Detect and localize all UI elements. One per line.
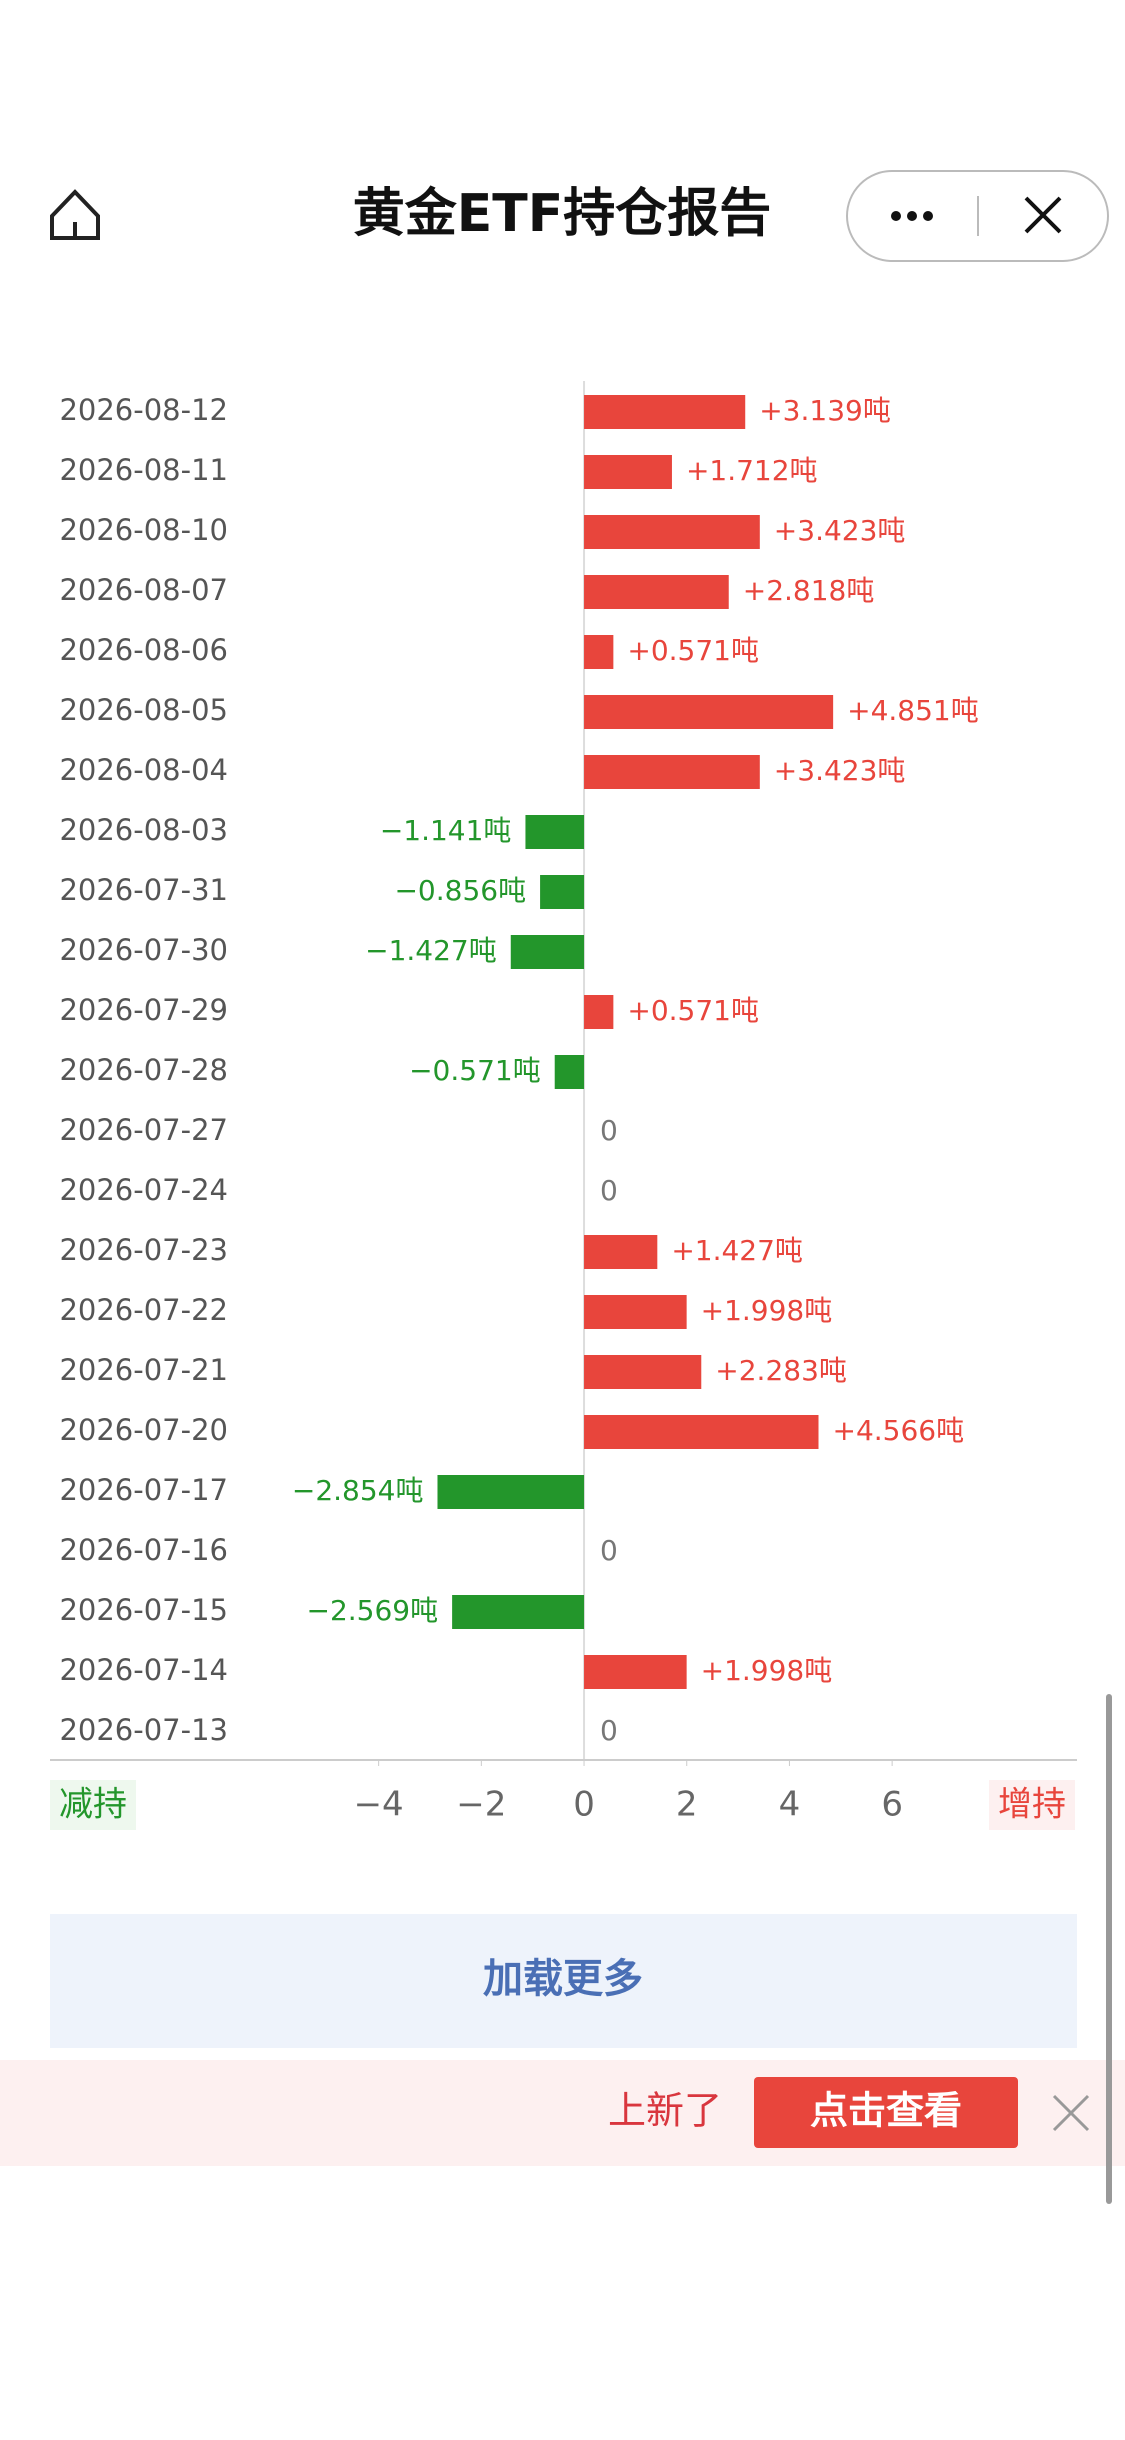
x-tick-label: 6 bbox=[881, 1785, 903, 1825]
y-tick-label: 2026-07-14 bbox=[59, 1653, 228, 1687]
banner-text: 上新了 bbox=[608, 2089, 722, 2133]
home-icon[interactable] bbox=[50, 189, 100, 240]
load-more-button[interactable] bbox=[50, 1914, 1077, 2048]
y-tick-label: 2026-08-12 bbox=[59, 393, 228, 427]
value-label: +2.818吨 bbox=[743, 574, 875, 607]
value-label: +1.998吨 bbox=[701, 1654, 833, 1687]
left-label-bg bbox=[50, 1780, 136, 1830]
bar bbox=[452, 1595, 585, 1629]
bar bbox=[525, 815, 585, 849]
y-tick-label: 2026-07-17 bbox=[59, 1473, 228, 1507]
value-label: +2.283吨 bbox=[715, 1354, 847, 1387]
y-tick-label: 2026-07-20 bbox=[59, 1413, 228, 1447]
x-tick-label: 0 bbox=[573, 1785, 595, 1825]
bar bbox=[584, 1415, 819, 1449]
value-label: −2.569吨 bbox=[306, 1594, 438, 1627]
value-label: +1.998吨 bbox=[701, 1294, 833, 1327]
value-label: −0.571吨 bbox=[409, 1054, 541, 1087]
value-label: +4.566吨 bbox=[833, 1414, 965, 1447]
view-button[interactable] bbox=[754, 2077, 1018, 2148]
value-label: 0 bbox=[600, 1174, 618, 1207]
x-tick-label: −2 bbox=[456, 1785, 506, 1825]
bar bbox=[584, 1655, 687, 1689]
view-button-text: 点击查看 bbox=[810, 2089, 962, 2133]
value-label: 0 bbox=[600, 1714, 618, 1747]
value-label: 0 bbox=[600, 1114, 618, 1147]
y-tick-label: 2026-07-24 bbox=[59, 1173, 228, 1207]
y-tick-label: 2026-07-29 bbox=[59, 993, 228, 1027]
page-title: 黄金ETF持仓报告 bbox=[353, 184, 772, 244]
bar bbox=[584, 1235, 658, 1269]
left-label: 减持 bbox=[59, 1785, 127, 1825]
y-tick-label: 2026-07-28 bbox=[59, 1053, 228, 1087]
bar bbox=[584, 695, 834, 729]
y-tick-label: 2026-07-16 bbox=[59, 1533, 228, 1567]
value-label: +3.423吨 bbox=[774, 754, 906, 787]
bar bbox=[584, 1355, 702, 1389]
value-label: −1.427吨 bbox=[365, 934, 497, 967]
y-tick-label: 2026-07-31 bbox=[59, 873, 228, 907]
y-tick-label: 2026-07-13 bbox=[59, 1713, 228, 1747]
y-tick-label: 2026-08-03 bbox=[59, 813, 228, 847]
y-tick-label: 2026-08-07 bbox=[59, 573, 228, 607]
bar bbox=[584, 995, 614, 1029]
x-tick-label: 4 bbox=[779, 1785, 801, 1825]
y-tick-label: 2026-08-11 bbox=[59, 453, 228, 487]
right-label-bg bbox=[989, 1780, 1075, 1830]
scrollbar bbox=[1106, 1694, 1112, 2204]
value-label: +1.427吨 bbox=[671, 1234, 803, 1267]
value-label: +1.712吨 bbox=[686, 454, 818, 487]
y-tick-label: 2026-07-15 bbox=[59, 1593, 228, 1627]
bar bbox=[584, 515, 760, 549]
value-label: +3.139吨 bbox=[759, 394, 891, 427]
y-tick-label: 2026-07-22 bbox=[59, 1293, 228, 1327]
y-tick-label: 2026-08-10 bbox=[59, 513, 228, 547]
value-label: −1.141吨 bbox=[380, 814, 512, 847]
value-label: −2.854吨 bbox=[292, 1474, 424, 1507]
load-more-text: 加载更多 bbox=[483, 1956, 643, 2002]
value-label: −0.856吨 bbox=[394, 874, 526, 907]
bar bbox=[554, 1055, 585, 1089]
x-tick-label: 2 bbox=[676, 1785, 698, 1825]
banner-close[interactable] bbox=[1052, 2094, 1090, 2132]
bar bbox=[540, 875, 585, 909]
bar bbox=[584, 1295, 687, 1329]
y-tick-label: 2026-08-04 bbox=[59, 753, 228, 787]
close-button[interactable] bbox=[1024, 196, 1062, 234]
value-label: 0 bbox=[600, 1534, 618, 1567]
more-button[interactable] bbox=[891, 211, 933, 221]
y-tick-label: 2026-07-30 bbox=[59, 933, 228, 967]
value-label: +0.571吨 bbox=[627, 994, 759, 1027]
bar bbox=[437, 1475, 585, 1509]
y-tick-label: 2026-07-27 bbox=[59, 1113, 228, 1147]
y-tick-label: 2026-07-23 bbox=[59, 1233, 228, 1267]
bar bbox=[584, 455, 672, 489]
bar bbox=[584, 635, 614, 669]
y-tick-label: 2026-08-05 bbox=[59, 693, 228, 727]
value-label: +3.423吨 bbox=[774, 514, 906, 547]
bar bbox=[584, 395, 746, 429]
bar bbox=[584, 755, 760, 789]
right-label: 增持 bbox=[998, 1785, 1066, 1825]
bar bbox=[510, 935, 585, 969]
y-tick-label: 2026-08-06 bbox=[59, 633, 228, 667]
value-label: +0.571吨 bbox=[627, 634, 759, 667]
value-label: +4.851吨 bbox=[847, 694, 979, 727]
bar bbox=[584, 575, 729, 609]
y-tick-label: 2026-07-21 bbox=[59, 1353, 228, 1387]
chart: −4 −2 0 2 4 6 减持 增持 2026-08-12 +3.139吨 2026-08-11 +… bbox=[50, 381, 1077, 1830]
x-tick-label: −4 bbox=[354, 1785, 404, 1825]
